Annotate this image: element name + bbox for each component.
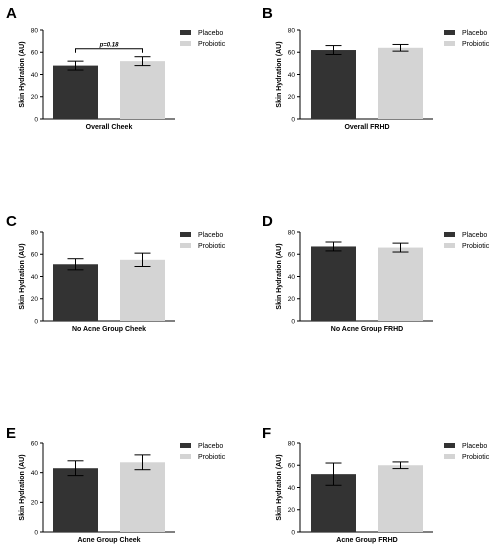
legend-swatch-placebo — [444, 30, 455, 35]
significance-bracket — [75, 48, 143, 53]
legend-label: Placebo — [462, 443, 487, 450]
y-tick-label: 60 — [288, 252, 296, 259]
panel-letter: C — [6, 213, 17, 230]
panel-a: A 0 20 40 60 80 Skin Hydration (AU) Overall Che… — [6, 5, 226, 131]
legend-swatch-probiotic — [444, 41, 455, 46]
y-tick-label: 20 — [288, 507, 296, 514]
legend-swatch-probiotic — [180, 454, 191, 459]
legend-label: Placebo — [198, 30, 223, 37]
bar-placebo — [311, 246, 356, 321]
legend-label: Probiotic — [462, 454, 490, 461]
legend-label: Probiotic — [462, 243, 490, 250]
y-tick-label: 0 — [291, 116, 295, 123]
legend-label: Placebo — [198, 232, 223, 239]
legend-swatch-placebo — [180, 443, 191, 448]
y-tick-label: 60 — [31, 252, 39, 259]
panel-letter: A — [6, 5, 17, 22]
legend-swatch-placebo — [444, 443, 455, 448]
y-tick-label: 20 — [31, 296, 39, 303]
x-axis-label: No Acne Group Cheek — [72, 326, 146, 333]
bar-placebo — [311, 50, 356, 119]
panel-f: F 0 20 40 60 80 Skin Hydration (AU) Acne Group … — [262, 425, 490, 544]
y-tick-label: 80 — [288, 27, 296, 34]
y-tick-label: 20 — [288, 94, 296, 101]
legend-swatch-probiotic — [444, 243, 455, 248]
panel-c: C 0 20 40 60 80 Skin Hydration (AU) No Acne Gro… — [6, 213, 226, 333]
p-value-annotation: p=0.18 — [99, 43, 120, 49]
y-axis-label: Skin Hydration (AU) — [19, 41, 26, 107]
y-tick-label: 0 — [34, 529, 38, 536]
bar-probiotic — [378, 247, 423, 321]
y-tick-label: 40 — [288, 72, 296, 79]
y-tick-label: 80 — [288, 440, 296, 447]
y-tick-label: 80 — [288, 229, 296, 236]
y-tick-label: 20 — [31, 500, 39, 507]
y-tick-label: 40 — [288, 274, 296, 281]
legend-label: Probiotic — [198, 243, 226, 250]
legend-swatch-placebo — [180, 232, 191, 237]
legend-label: Placebo — [462, 232, 487, 239]
y-axis-label: Skin Hydration (AU) — [19, 243, 26, 309]
legend-label: Probiotic — [462, 41, 490, 48]
y-tick-label: 60 — [288, 463, 296, 470]
y-tick-label: 20 — [288, 296, 296, 303]
bar-placebo — [53, 65, 98, 119]
y-tick-label: 80 — [31, 229, 39, 236]
panel-d: D 0 20 40 60 80 Skin Hydration (AU) No Acne Gro… — [262, 213, 490, 333]
y-tick-label: 60 — [31, 440, 39, 447]
legend-label: Probiotic — [198, 454, 226, 461]
y-axis-label: Skin Hydration (AU) — [276, 243, 283, 309]
x-axis-label: Acne Group Cheek — [77, 537, 140, 544]
y-tick-label: 20 — [31, 94, 39, 101]
y-tick-label: 60 — [31, 50, 39, 57]
panel-e: E 0 20 40 60 Skin Hydration (AU) Acne Group Ch… — [6, 425, 226, 544]
legend-label: Placebo — [462, 30, 487, 37]
legend-swatch-probiotic — [444, 454, 455, 459]
y-tick-label: 40 — [288, 485, 296, 492]
bar-placebo — [53, 264, 98, 321]
y-tick-label: 0 — [291, 318, 295, 325]
bar-placebo — [53, 468, 98, 532]
y-tick-label: 80 — [31, 27, 39, 34]
x-axis-label: Overall FRHD — [344, 124, 389, 131]
bar-probiotic — [378, 47, 423, 119]
y-tick-label: 0 — [34, 318, 38, 325]
y-tick-label: 40 — [31, 274, 39, 281]
x-axis-label: Overall Cheek — [86, 124, 133, 131]
y-tick-label: 40 — [31, 72, 39, 79]
y-tick-label: 40 — [31, 470, 39, 477]
bar-probiotic — [120, 259, 165, 321]
panel-letter: D — [262, 213, 273, 230]
y-axis-label: Skin Hydration (AU) — [19, 454, 26, 520]
y-axis-label: Skin Hydration (AU) — [276, 454, 283, 520]
legend-label: Placebo — [198, 443, 223, 450]
bar-probiotic — [120, 462, 165, 532]
legend-label: Probiotic — [198, 41, 226, 48]
panel-letter: F — [262, 425, 271, 442]
x-axis-label: Acne Group FRHD — [336, 537, 397, 544]
y-tick-label: 0 — [34, 116, 38, 123]
y-tick-label: 60 — [288, 50, 296, 57]
bar-probiotic — [120, 61, 165, 119]
bar-probiotic — [378, 465, 423, 532]
legend-swatch-placebo — [180, 30, 191, 35]
panel-b: B 0 20 40 60 80 Skin Hydration (AU) Overall FRH… — [262, 5, 490, 131]
legend-swatch-placebo — [444, 232, 455, 237]
panel-letter: B — [262, 5, 273, 22]
panel-letter: E — [6, 425, 16, 442]
y-tick-label: 0 — [291, 529, 295, 536]
legend-swatch-probiotic — [180, 41, 191, 46]
legend-swatch-probiotic — [180, 243, 191, 248]
x-axis-label: No Acne Group FRHD — [331, 326, 403, 333]
y-axis-label: Skin Hydration (AU) — [276, 41, 283, 107]
